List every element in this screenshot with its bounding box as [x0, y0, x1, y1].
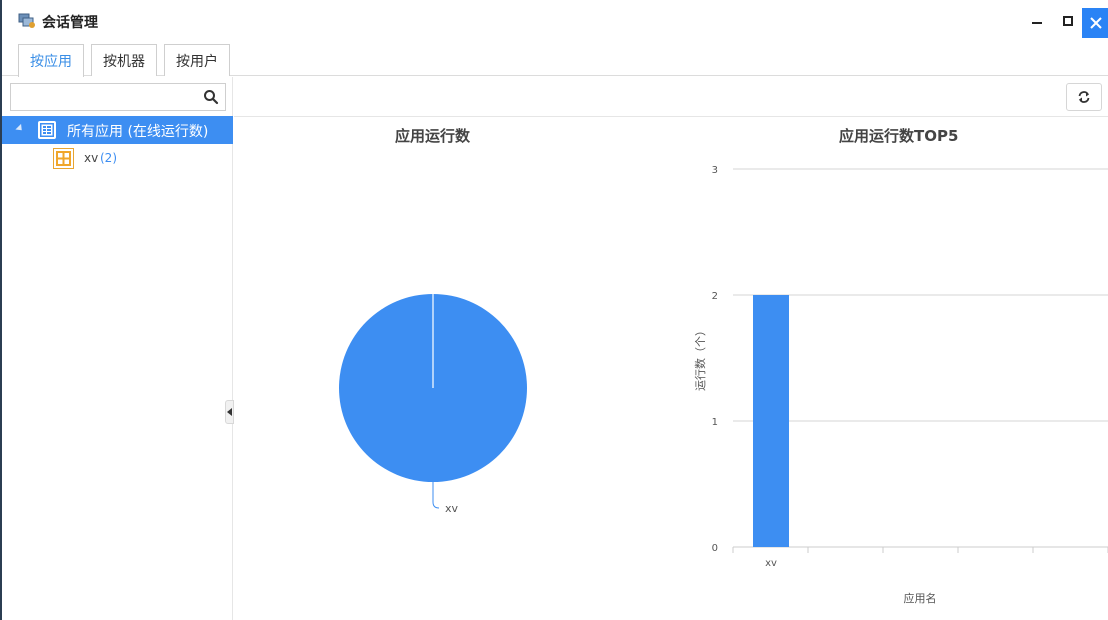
application-icon [53, 148, 74, 169]
pie-chart-title: 应用运行数 [395, 127, 471, 145]
chart-toolbar [234, 77, 1108, 117]
pie-slice-label: xv [445, 502, 459, 515]
collapse-panel-handle[interactable] [225, 400, 234, 424]
y-tick-label: 1 [712, 417, 718, 428]
y-tick-label: 3 [712, 165, 718, 176]
tab-by-machine[interactable]: 按机器 [91, 44, 157, 76]
x-axis-label: 应用名 [904, 591, 937, 605]
close-icon [1090, 17, 1102, 29]
maximize-button[interactable] [1055, 8, 1081, 34]
search-box [10, 83, 226, 111]
maximize-icon [1063, 16, 1073, 26]
y-tick-label: 2 [712, 291, 718, 302]
tab-by-user[interactable]: 按用户 [164, 44, 230, 76]
chevron-left-icon [226, 408, 232, 416]
search-icon[interactable] [203, 89, 219, 105]
y-tick-label: 0 [712, 543, 718, 554]
search-input[interactable] [11, 84, 197, 110]
pie-label-line [432, 482, 440, 509]
app-icon [18, 13, 35, 28]
title-bar: 会话管理 [2, 0, 1108, 40]
tree-item-xv[interactable]: xv (2) [2, 147, 233, 171]
tab-by-application[interactable]: 按应用 [18, 44, 84, 77]
application-tree-panel: 所有应用 (在线运行数) xv (2) [2, 77, 234, 620]
bar-chart: 0 1 2 3 xv 应用名 运行数（个） [694, 165, 1108, 605]
minimize-button[interactable] [1024, 8, 1050, 34]
application-list-icon [38, 121, 56, 139]
view-tabs: 按应用 按机器 按用户 [2, 40, 1108, 77]
refresh-icon [1078, 91, 1090, 103]
x-tick-label: xv [765, 558, 777, 569]
tree-root-all-applications[interactable]: 所有应用 (在线运行数) [2, 116, 233, 144]
bar [753, 295, 789, 547]
pie-chart: xv [339, 294, 527, 515]
refresh-button[interactable] [1066, 83, 1102, 111]
tree-root-label: 所有应用 (在线运行数) [67, 124, 209, 140]
expand-toggle-icon[interactable] [15, 123, 25, 134]
bar-chart-title: 应用运行数TOP5 [839, 127, 959, 145]
tree-item-label: xv [84, 151, 99, 165]
minimize-icon [1032, 22, 1042, 24]
tree-item-count: (2) [100, 151, 117, 165]
window-title: 会话管理 [42, 15, 98, 31]
y-axis-label: 运行数（个） [694, 325, 707, 391]
close-button[interactable] [1082, 8, 1108, 38]
